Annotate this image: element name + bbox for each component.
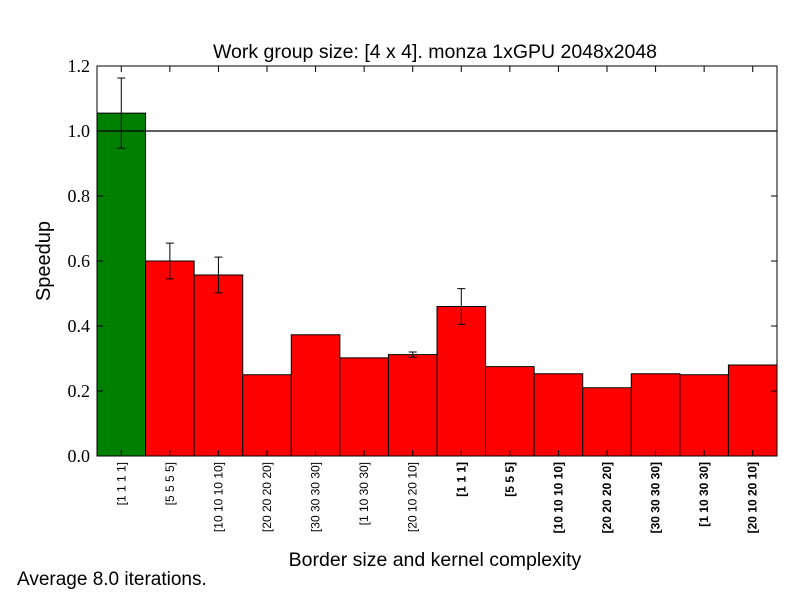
x-tick-label-3: [20 20 20 20] xyxy=(260,462,274,532)
bar-4 xyxy=(290,334,341,457)
bar-8 xyxy=(485,366,535,457)
bar-11 xyxy=(630,373,681,457)
bar-3 xyxy=(242,374,292,457)
bar-0 xyxy=(96,112,147,457)
error-bar-0 xyxy=(117,77,126,149)
bars-layer xyxy=(96,112,778,457)
x-axis-ticks: [1 1 1 1] [5 5 5 5] [10 10 10 10] [20 20 20… xyxy=(114,66,760,533)
x-tick-label-1: [5 5 5 5] xyxy=(163,462,177,505)
x-tick-label-2: [10 10 10 10] xyxy=(211,462,225,532)
y-tick-label-6: 1.2 xyxy=(68,56,91,76)
error-bars-layer xyxy=(117,77,466,358)
y-tick-label-2: 0.4 xyxy=(68,316,91,336)
x-tick-label-7: [1 1 1] xyxy=(454,462,468,497)
bar-1 xyxy=(145,260,195,457)
x-tick-label-6: [20 10 20 10] xyxy=(406,462,420,532)
error-bar-1 xyxy=(165,242,174,280)
x-tick-label-11: [30 30 30 30] xyxy=(649,462,663,533)
error-bar-7 xyxy=(457,288,466,325)
bar-10 xyxy=(582,387,632,457)
bar-13 xyxy=(727,364,778,457)
x-tick-label-9: [10 10 10 10] xyxy=(551,462,565,533)
x-tick-label-8: [5 5 5] xyxy=(503,462,517,497)
bar-5 xyxy=(339,357,389,457)
y-tick-label-5: 1.0 xyxy=(68,121,91,141)
x-tick-label-12: [1 10 30 30] xyxy=(697,462,711,527)
error-bar-6 xyxy=(408,351,417,358)
x-tick-label-4: [30 30 30 30] xyxy=(309,462,323,532)
y-tick-label-4: 0.8 xyxy=(68,186,91,206)
y-tick-label-1: 0.2 xyxy=(68,381,91,401)
error-bar-2 xyxy=(214,256,223,294)
chart-title: Work group size: [4 x 4]. monza 1xGPU 20… xyxy=(213,41,657,63)
y-axis-ticks: 0.0 0.2 0.4 0.6 0.8 1.0 1.2 xyxy=(68,56,777,466)
bar-9 xyxy=(533,373,584,457)
x-tick-label-0: [1 1 1 1] xyxy=(114,462,128,505)
x-tick-label-13: [20 10 20 10] xyxy=(746,462,760,533)
y-tick-label-0: 0.0 xyxy=(68,446,91,466)
y-tick-label-3: 0.6 xyxy=(68,251,91,271)
y-axis-label: Speedup xyxy=(33,221,55,301)
bar-7 xyxy=(436,306,487,457)
x-axis-label: Border size and kernel complexity xyxy=(289,549,582,571)
iterations-footnote: Average 8.0 iterations. xyxy=(17,569,207,590)
bar-2 xyxy=(193,274,244,457)
x-tick-label-10: [20 20 20 20] xyxy=(600,462,614,533)
x-tick-label-5: [1 10 30 30] xyxy=(357,462,371,525)
bar-6 xyxy=(387,354,438,457)
bar-12 xyxy=(679,374,729,457)
